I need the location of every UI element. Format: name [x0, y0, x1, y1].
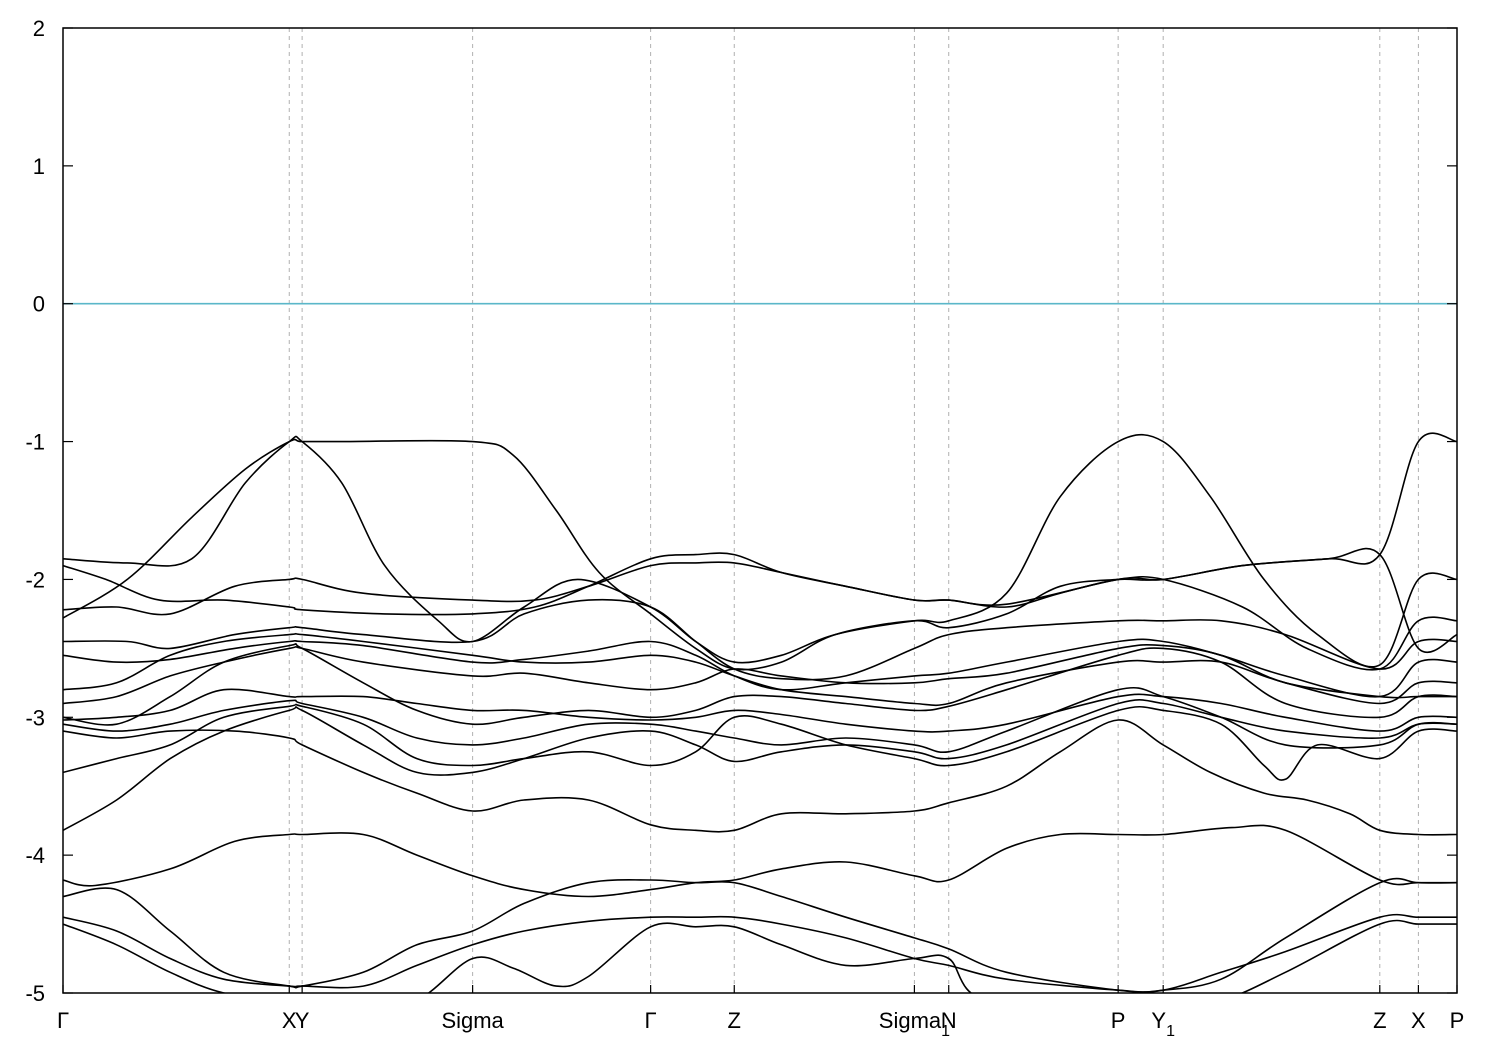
x-tick-label: P: [1450, 1008, 1465, 1033]
y-axis-ticks: 2 1 0 -1 -2 -3 -4 -5: [25, 16, 1457, 1006]
band-line: [63, 643, 1457, 726]
band-line: [63, 699, 1457, 831]
band-line: [63, 913, 1457, 993]
x-tick-label: Sigma1: [879, 1008, 950, 1040]
y-tick-label: 2: [33, 16, 45, 41]
y-tick-label: -2: [25, 567, 45, 592]
kpoint-gridlines: [288, 28, 1419, 993]
x-tick-label: N: [941, 1008, 957, 1033]
band-line: [63, 686, 1457, 754]
x-tick-label: Sigma: [441, 1008, 504, 1033]
x-tick-subscript: 1: [1166, 1023, 1175, 1040]
y-tick-label: -1: [25, 430, 45, 455]
band-line: [63, 432, 1457, 671]
y-tick-label: 1: [33, 154, 45, 179]
x-tick-label: Γ: [57, 1008, 69, 1033]
x-tick-label: P: [1111, 1008, 1126, 1033]
band-line: [63, 919, 1457, 993]
x-tick-label: X: [1411, 1008, 1426, 1033]
x-tick-subscript: 1: [941, 1023, 950, 1040]
band-line: [63, 824, 1457, 898]
y-tick-label: -5: [25, 981, 45, 1006]
plot-frame: [62, 27, 1458, 994]
band-line: [63, 552, 1457, 671]
band-lines: [63, 432, 1457, 993]
y-tick-label: -3: [25, 705, 45, 730]
x-tick-label: Z: [1373, 1008, 1386, 1033]
x-tick-label: X: [282, 1008, 297, 1033]
x-tick-label: Y1: [1151, 1008, 1175, 1040]
band-line: [63, 547, 1457, 653]
x-tick-label: Y: [295, 1008, 310, 1033]
y-tick-label: -4: [25, 843, 45, 868]
band-line: [63, 433, 1457, 668]
x-tick-label: Γ: [645, 1008, 657, 1033]
band-line: [63, 688, 1457, 733]
y-tick-label: 0: [33, 292, 45, 317]
band-line: [63, 719, 1457, 836]
band-line: [63, 643, 1457, 705]
band-line: [63, 703, 1457, 781]
x-tick-label: Z: [728, 1008, 741, 1033]
